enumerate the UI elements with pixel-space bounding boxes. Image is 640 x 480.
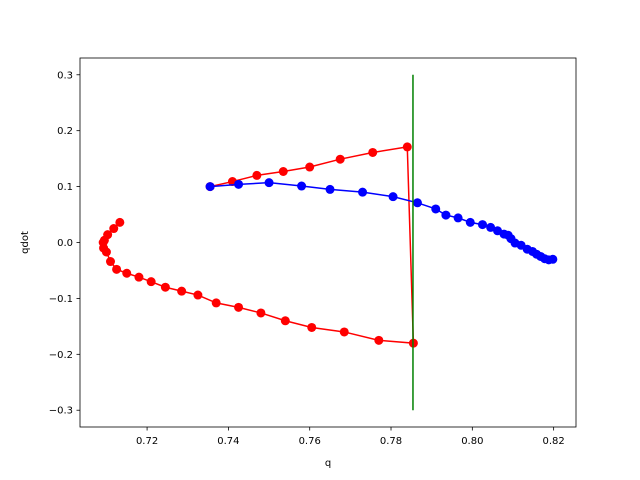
data-point xyxy=(280,316,290,326)
data-point xyxy=(193,290,203,300)
data-point xyxy=(112,264,122,274)
y-tick-label: 0.2 xyxy=(57,126,73,137)
data-point xyxy=(388,192,398,202)
y-tick-label: −0.1 xyxy=(49,294,73,305)
x-tick-label: 0.80 xyxy=(461,436,483,447)
x-tick-label: 0.76 xyxy=(299,436,321,447)
data-point xyxy=(297,181,307,191)
y-axis-label: qdot xyxy=(20,231,31,254)
data-point xyxy=(307,322,317,332)
y-tick-label: 0.0 xyxy=(57,238,73,249)
data-point xyxy=(339,327,349,337)
data-point xyxy=(103,230,113,240)
data-point xyxy=(431,204,441,214)
data-point xyxy=(477,220,487,230)
axis-layer: 0.72 0.74 0.76 0.78 0.80 0.82 −0.3 −0.2 −0.1 0.0 0… xyxy=(49,70,565,447)
data-point xyxy=(453,213,463,223)
series-2 xyxy=(205,178,558,265)
y-tick-label: 0.1 xyxy=(57,182,73,193)
data-point xyxy=(205,182,215,192)
data-point xyxy=(465,217,475,227)
x-tick-label: 0.78 xyxy=(380,436,402,447)
data-point xyxy=(122,268,132,278)
data-point xyxy=(160,282,170,292)
data-point xyxy=(264,178,274,188)
data-point xyxy=(548,254,558,264)
data-point xyxy=(177,286,187,296)
data-point xyxy=(374,335,384,345)
y-tick-label: −0.2 xyxy=(49,350,73,361)
data-point xyxy=(402,142,412,152)
data-point xyxy=(234,302,244,312)
data-point xyxy=(105,257,115,267)
plot-area-background xyxy=(80,58,576,427)
y-tick-label: −0.3 xyxy=(49,406,73,417)
data-point xyxy=(278,166,288,176)
data-point xyxy=(234,179,244,189)
x-tick-label: 0.74 xyxy=(217,436,239,447)
data-point xyxy=(441,210,451,220)
y-tick-label: 0.3 xyxy=(57,70,73,81)
data-point xyxy=(256,308,266,318)
data-point xyxy=(211,298,221,308)
data-point xyxy=(412,198,422,208)
data-point xyxy=(368,147,378,157)
data-point xyxy=(115,217,125,227)
data-point xyxy=(325,184,335,194)
series-layer xyxy=(98,74,558,411)
data-point xyxy=(146,277,156,287)
x-axis-label: q xyxy=(325,458,331,469)
data-point xyxy=(252,170,262,180)
data-point xyxy=(335,154,345,164)
data-point xyxy=(358,187,368,197)
data-point xyxy=(486,222,496,232)
x-tick-label: 0.82 xyxy=(543,436,565,447)
data-point xyxy=(134,272,144,282)
x-tick-label: 0.72 xyxy=(136,436,158,447)
data-point xyxy=(109,224,119,234)
data-point xyxy=(305,162,315,172)
series-1 xyxy=(98,142,418,348)
